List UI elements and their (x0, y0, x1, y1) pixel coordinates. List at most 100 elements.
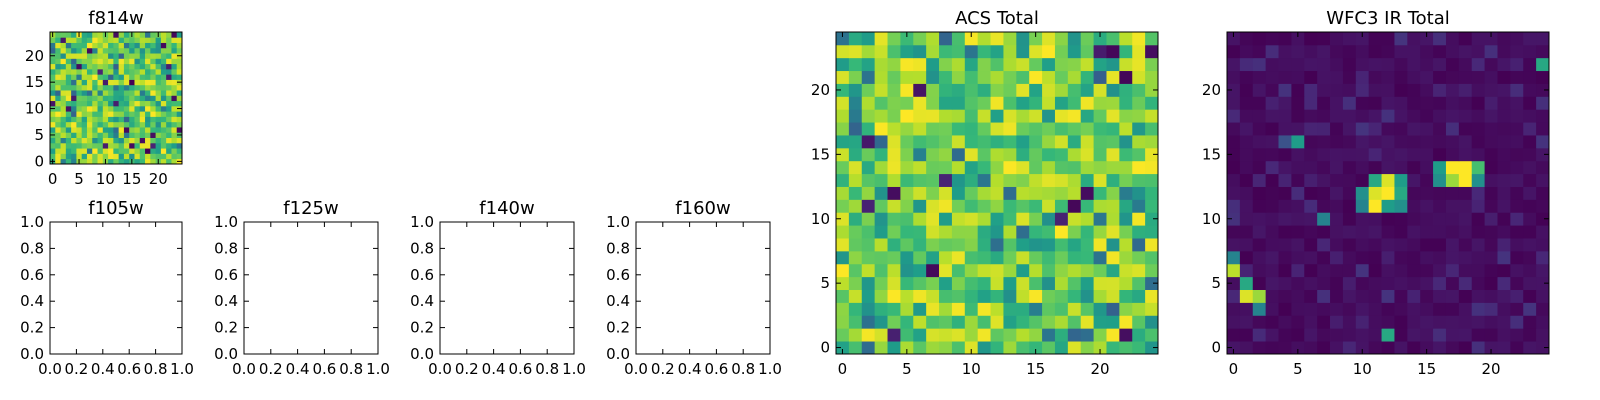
heatmap-cell (1407, 276, 1421, 290)
heatmap-cell (1317, 328, 1331, 342)
heatmap-cell (887, 238, 901, 252)
heatmap-cell (86, 121, 93, 128)
heatmap-cell (1252, 96, 1267, 110)
y-tick-label: 0.0 (214, 345, 238, 363)
heatmap-cell (964, 70, 979, 84)
heatmap-cell (1407, 186, 1421, 200)
heatmap-cell (1484, 199, 1498, 213)
heatmap-cell (1445, 83, 1460, 97)
heatmap-cell (134, 32, 141, 38)
heatmap-cell (1003, 70, 1017, 84)
heatmap-cell (990, 263, 1004, 278)
heatmap-cell (1132, 32, 1146, 46)
y-tick-label: 10 (25, 100, 44, 118)
heatmap-cell (848, 315, 863, 329)
heatmap-cell (1510, 302, 1524, 316)
heatmap-cell (836, 160, 850, 175)
heatmap-cell (1132, 109, 1146, 123)
heatmap-cell (1304, 263, 1318, 278)
heatmap-cell (939, 32, 953, 46)
heatmap-cell (1330, 302, 1344, 316)
heatmap-cell (129, 142, 135, 149)
heatmap-cell (874, 109, 888, 123)
heatmap-cell (1523, 315, 1537, 329)
heatmap-cell (97, 47, 104, 54)
heatmap-cell (81, 148, 88, 154)
heatmap-cell (1239, 341, 1254, 355)
heatmap-cell (861, 315, 876, 329)
heatmap-cell (81, 127, 88, 133)
heatmap-cell (1355, 289, 1370, 303)
heatmap-cell (1252, 341, 1267, 355)
heatmap-cell (964, 199, 979, 213)
heatmap-cell (1029, 302, 1043, 316)
heatmap-cell (951, 70, 966, 84)
heatmap-cell (1106, 173, 1120, 187)
heatmap-cell (1227, 109, 1241, 123)
heatmap-cell (1317, 225, 1331, 239)
heatmap-cell (55, 37, 61, 43)
heatmap-cell (1433, 186, 1447, 200)
heatmap-cell (848, 173, 863, 187)
heatmap-cell (1355, 199, 1370, 213)
heatmap-cell (150, 148, 156, 154)
heatmap-cell (1080, 276, 1094, 290)
heatmap-cell (848, 109, 863, 123)
heatmap-cell (1355, 122, 1370, 136)
heatmap-cell (1420, 225, 1434, 239)
heatmap-cell (1317, 44, 1331, 59)
heatmap-cell (1145, 289, 1159, 303)
heatmap-cell (139, 100, 146, 107)
heatmap-cell (1067, 96, 1082, 110)
heatmap-cell (1484, 315, 1498, 329)
x-tick-label: 0.0 (38, 360, 62, 378)
heatmap-cell (887, 83, 901, 97)
heatmap-cell (861, 328, 876, 342)
y-tick-label: 0.6 (20, 266, 44, 284)
heatmap-cell (848, 83, 863, 97)
heatmap-cell (1067, 186, 1082, 200)
heatmap-cell (71, 84, 77, 91)
heatmap-cell (990, 32, 1004, 46)
heatmap-cell (1317, 173, 1331, 187)
heatmap-cell (1510, 96, 1524, 110)
heatmap-cell (861, 302, 876, 316)
heatmap-cell (139, 79, 146, 86)
heatmap-cell (1291, 276, 1305, 290)
heatmap-cell (1227, 122, 1241, 136)
heatmap-cell (1080, 341, 1094, 355)
heatmap-cell (108, 63, 114, 70)
heatmap-cell (60, 63, 67, 70)
heatmap-cell (1355, 263, 1370, 278)
heatmap-cell (1252, 238, 1267, 252)
heatmap-cell (1278, 32, 1292, 46)
heatmap-cell (129, 121, 135, 128)
x-tick-label: 0 (1229, 360, 1239, 378)
heatmap-cell (113, 111, 120, 117)
heatmap-cell (1407, 135, 1421, 149)
heatmap-cell (1304, 289, 1318, 303)
heatmap-cell (1252, 212, 1267, 226)
heatmap-cell (1420, 341, 1434, 355)
heatmap-cell (1016, 83, 1030, 97)
heatmap-cell (1278, 225, 1292, 239)
heatmap-cell (1355, 109, 1370, 123)
heatmap-cell (1304, 173, 1318, 187)
y-tick-label: 0.4 (20, 292, 44, 310)
heatmap-cell (1016, 199, 1030, 213)
heatmap-cell (1381, 173, 1395, 187)
heatmap-cell (1003, 250, 1017, 265)
heatmap-cell (1054, 186, 1069, 200)
heatmap-cell (92, 32, 98, 38)
y-tick-label: 0.2 (214, 319, 238, 337)
heatmap-cell (836, 225, 850, 239)
heatmap-cell (123, 95, 130, 102)
heatmap-cell (81, 121, 88, 128)
heatmap-cell (1458, 32, 1473, 46)
heatmap-cell (81, 116, 88, 123)
heatmap-cell (50, 127, 56, 133)
heatmap-cell (926, 147, 940, 162)
heatmap-cell (1407, 341, 1421, 355)
heatmap-cell (81, 74, 88, 80)
heatmap-cell (1278, 276, 1292, 290)
